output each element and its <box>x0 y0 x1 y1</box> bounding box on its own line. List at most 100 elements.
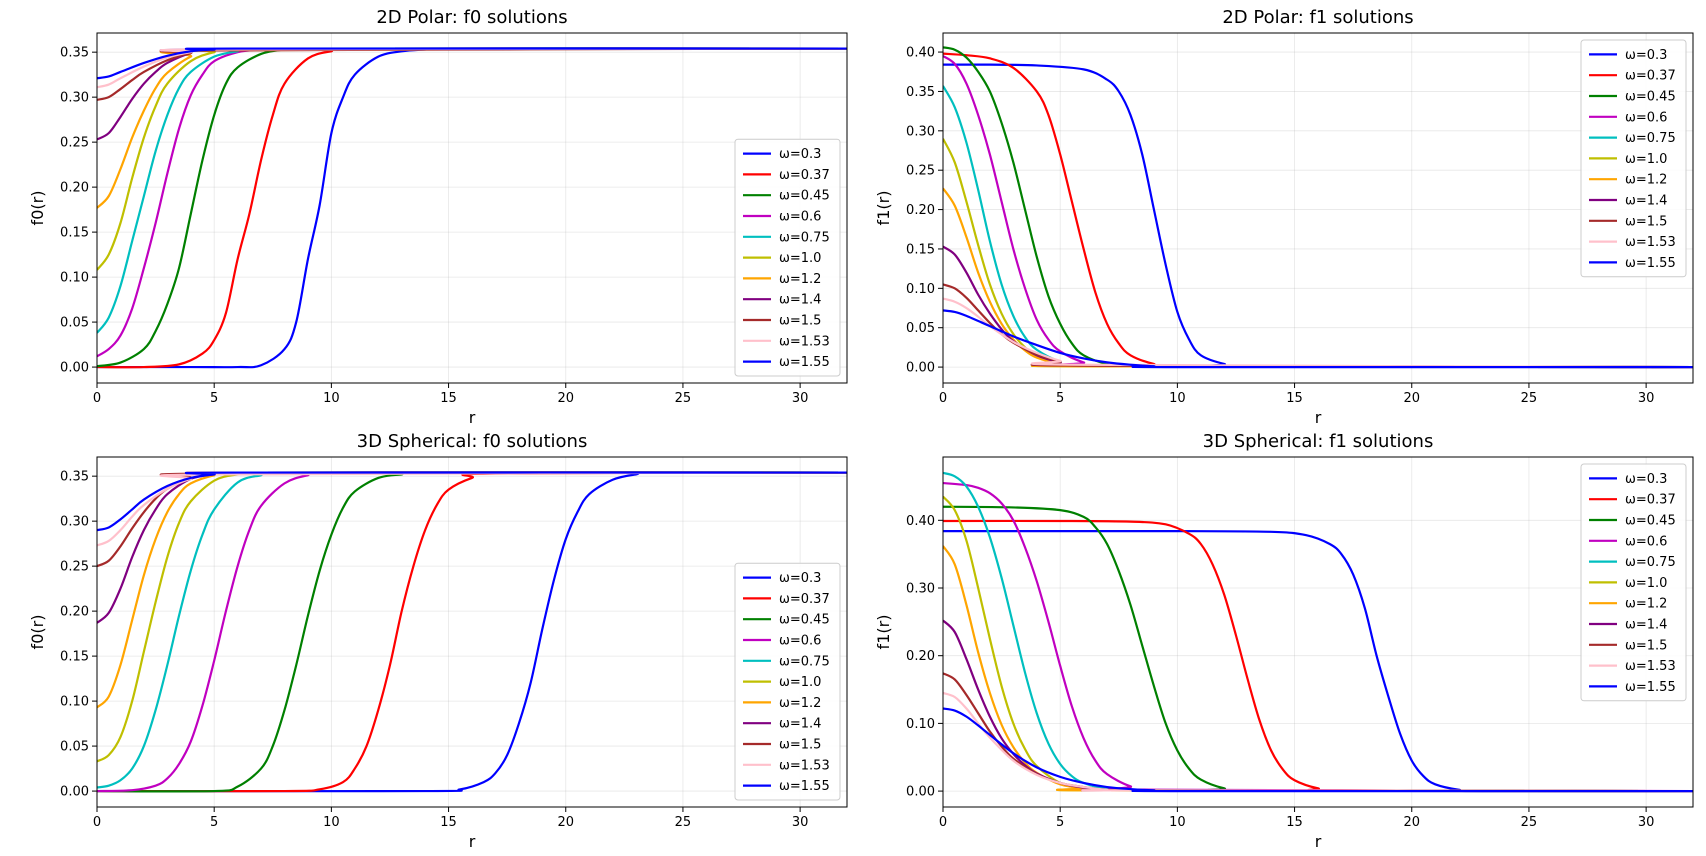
y-tick-label: 0.00 <box>906 361 935 376</box>
y-tick-label: 0.20 <box>906 203 935 218</box>
x-tick-label: 15 <box>1286 391 1303 406</box>
x-tick-label: 5 <box>210 815 218 830</box>
legend-label: ω=0.45 <box>779 613 830 628</box>
legend-box <box>734 138 841 377</box>
y-axis-label: f0(r) <box>28 191 47 226</box>
series-line <box>97 47 847 141</box>
legend-label: ω=0.6 <box>779 210 821 225</box>
legend-label: ω=1.55 <box>1625 256 1676 271</box>
chart-title: 3D Spherical: f0 solutions <box>357 431 588 452</box>
x-tick-label: 25 <box>1521 815 1538 830</box>
legend-label: ω=0.37 <box>779 168 830 183</box>
x-tick-label: 20 <box>1403 391 1420 406</box>
y-tick-label: 0.25 <box>906 164 935 179</box>
x-tick-label: 30 <box>1638 391 1655 406</box>
legend-label: ω=0.3 <box>1625 472 1667 487</box>
x-tick-label: 20 <box>1403 815 1420 830</box>
y-tick-label: 0.30 <box>60 515 89 530</box>
y-tick-label: 0.35 <box>60 46 89 61</box>
x-tick-label: 30 <box>792 391 809 406</box>
y-tick-label: 0.30 <box>906 124 935 139</box>
y-tick-label: 0.15 <box>60 650 89 665</box>
legend-box <box>1580 463 1687 702</box>
y-tick-label: 0.20 <box>60 181 89 196</box>
legend-label: ω=0.6 <box>1625 534 1667 549</box>
legend-label: ω=1.2 <box>779 272 821 287</box>
x-tick-label: 30 <box>792 815 809 830</box>
x-tick-label: 0 <box>93 815 101 830</box>
legend-label: ω=0.37 <box>1625 493 1676 508</box>
y-tick-label: 0.25 <box>60 560 89 575</box>
series-lines <box>943 471 1693 793</box>
legend-label: ω=1.4 <box>1625 618 1667 633</box>
legend-label: ω=1.2 <box>1625 597 1667 612</box>
y-tick-label: 0.10 <box>60 271 89 286</box>
legend-label: ω=1.0 <box>779 251 821 266</box>
legend-label: ω=0.6 <box>779 634 821 649</box>
legend-label: ω=0.3 <box>1625 48 1667 63</box>
legend-label: ω=1.5 <box>779 314 821 329</box>
x-tick-label: 10 <box>323 391 340 406</box>
legend-label: ω=0.75 <box>1625 555 1676 570</box>
y-tick-label: 0.05 <box>906 321 935 336</box>
legend-label: ω=1.0 <box>1625 576 1667 591</box>
axes-frame <box>96 456 848 808</box>
series-line <box>943 283 1693 369</box>
y-tick-label: 0.10 <box>60 695 89 710</box>
y-tick-label: 0.35 <box>906 85 935 100</box>
x-tick-label: 15 <box>440 391 457 406</box>
series-line <box>97 471 847 793</box>
x-tick-label: 25 <box>675 815 692 830</box>
x-tick-label: 0 <box>939 815 947 830</box>
series-lines <box>97 47 847 369</box>
x-tick-label: 5 <box>210 391 218 406</box>
legend-label: ω=1.55 <box>779 779 830 794</box>
y-tick-label: 0.25 <box>60 136 89 151</box>
legend-box <box>734 562 841 801</box>
y-axis-label: f1(r) <box>874 615 893 650</box>
legend: ω=0.3 ω=0.37 ω=0.45 ω=0.6 ω=0.75 ω=1.0 ω=1.2 ω=… <box>734 138 841 377</box>
series-line <box>97 47 847 101</box>
x-tick-label: 20 <box>557 815 574 830</box>
legend-box <box>1580 39 1687 278</box>
legend-label: ω=1.5 <box>779 738 821 753</box>
legend-label: ω=1.55 <box>1625 680 1676 695</box>
legend-label: ω=0.37 <box>779 592 830 607</box>
y-tick-label: 0.30 <box>906 581 935 596</box>
y-tick-label: 0.00 <box>906 785 935 800</box>
series-line <box>943 297 1693 369</box>
x-axis-label: r <box>469 408 476 427</box>
y-tick-label: 0.00 <box>60 785 89 800</box>
legend-label: ω=1.2 <box>1625 173 1667 188</box>
x-tick-label: 25 <box>1521 391 1538 406</box>
x-axis-label: r <box>1315 832 1322 851</box>
series-lines <box>943 46 1693 369</box>
x-tick-label: 15 <box>1286 815 1303 830</box>
legend-label: ω=1.4 <box>779 293 821 308</box>
legend-label: ω=1.4 <box>779 717 821 732</box>
x-tick-label: 25 <box>675 391 692 406</box>
legend: ω=0.3 ω=0.37 ω=0.45 ω=0.6 ω=0.75 ω=1.0 ω=1.2 ω=… <box>1580 463 1687 702</box>
series-line <box>97 47 847 80</box>
axes-frame <box>942 456 1694 808</box>
legend-label: ω=1.5 <box>1625 214 1667 229</box>
x-tick-label: 5 <box>1056 391 1064 406</box>
x-tick-label: 0 <box>939 391 947 406</box>
y-tick-label: 0.20 <box>906 649 935 664</box>
legend-label: ω=1.0 <box>1625 152 1667 167</box>
y-tick-label: 0.30 <box>60 91 89 106</box>
legend-label: ω=1.2 <box>779 696 821 711</box>
y-tick-label: 0.10 <box>906 717 935 732</box>
y-tick-label: 0.20 <box>60 605 89 620</box>
x-tick-label: 15 <box>440 815 457 830</box>
y-tick-label: 0.00 <box>60 361 89 376</box>
legend-label: ω=1.55 <box>779 355 830 370</box>
x-tick-label: 10 <box>1169 391 1186 406</box>
legend-label: ω=0.75 <box>1625 131 1676 146</box>
chart-panel-2: 0 5 10 15 20 25 30 0.00 0.05 0.10 0.15 0.20 0.25 0.30… <box>874 7 1694 427</box>
chart-title: 2D Polar: f1 solutions <box>1222 7 1413 28</box>
chart-panel-4: 0 5 10 15 20 25 30 0.00 0.10 0.20 0.30 0.40 3D Spher… <box>874 431 1694 851</box>
series-lines <box>97 471 847 793</box>
legend: ω=0.3 ω=0.37 ω=0.45 ω=0.6 ω=0.75 ω=1.0 ω=1.2 ω=… <box>1580 39 1687 278</box>
